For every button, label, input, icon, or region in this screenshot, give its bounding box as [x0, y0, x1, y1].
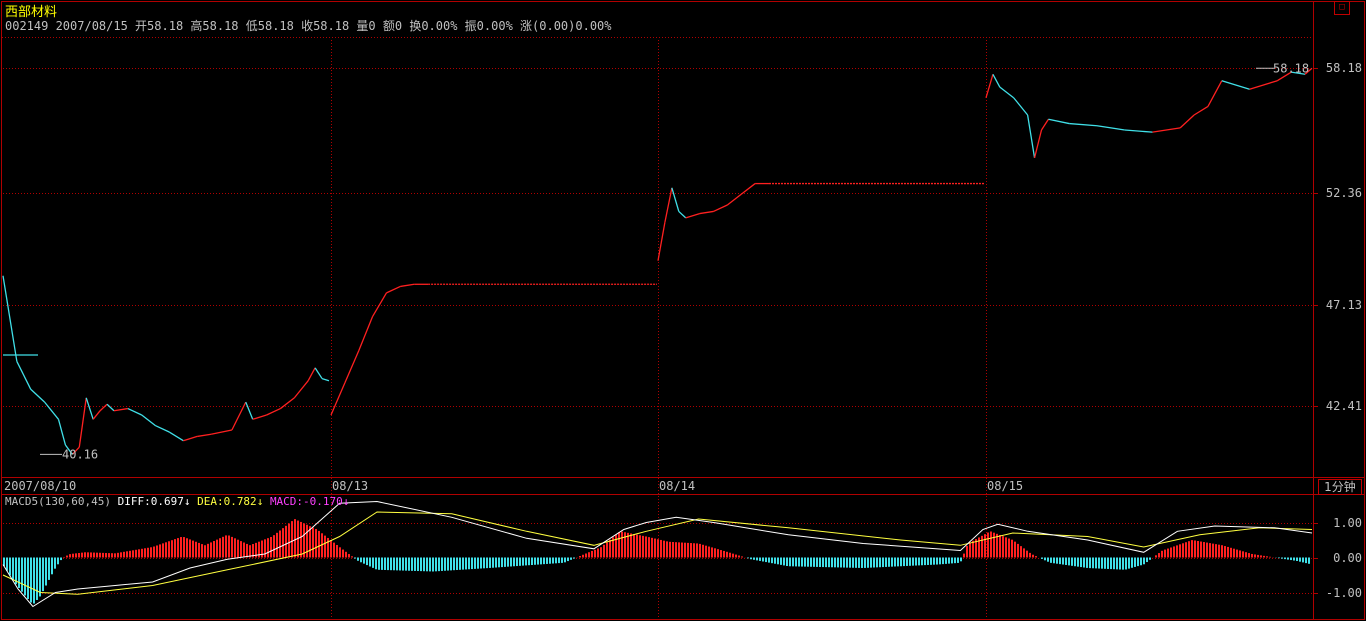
- price-segment: [308, 368, 315, 381]
- time-tick-label: 08/13: [332, 479, 368, 493]
- price-tick-label: 52.36: [1318, 186, 1362, 200]
- price-segment: [700, 211, 714, 213]
- price-segment: [359, 316, 373, 350]
- macd-tick-label: -1.00: [1318, 586, 1362, 600]
- price-segment: [741, 184, 755, 195]
- price-segment: [280, 398, 294, 409]
- macd-legend: MACD5(130,60,45) DIFF:0.697↓ DEA:0.782↓ …: [5, 495, 349, 508]
- quote-line: 002149 2007/08/15 开58.18 高58.18 低58.18 收…: [5, 17, 612, 34]
- price-segment: [679, 211, 686, 217]
- price-segment: [93, 411, 100, 420]
- last-price-label: 58.18: [1273, 61, 1309, 75]
- price-segment: [686, 214, 700, 218]
- price-segment: [114, 409, 128, 411]
- macd-value: MACD:-0.170: [270, 495, 343, 508]
- time-tick-label: 08/15: [987, 479, 1023, 493]
- price-segment: [665, 188, 672, 222]
- price-segment: [727, 194, 741, 205]
- price-segment: [672, 188, 679, 212]
- price-tick-label: 42.41: [1318, 399, 1362, 413]
- macd-arrow-icon: ↓: [343, 495, 350, 508]
- price-segment: [1041, 119, 1048, 130]
- price-segment: [156, 426, 170, 432]
- price-segment: [169, 432, 183, 441]
- price-segment: [1014, 98, 1028, 115]
- price-segment: [331, 383, 345, 415]
- diff-arrow-icon: ↓: [184, 495, 191, 508]
- price-segment: [17, 361, 31, 389]
- period-selector[interactable]: 1分钟: [1318, 479, 1362, 495]
- diff-value: DIFF:0.697: [118, 495, 184, 508]
- price-segment: [267, 409, 281, 415]
- price-segment: [345, 351, 359, 383]
- price-segment: [31, 389, 45, 402]
- price-segment: [315, 368, 322, 379]
- price-segment: [658, 222, 665, 261]
- price-segment: [322, 379, 329, 381]
- price-segment: [232, 402, 246, 430]
- price-segment: [128, 409, 142, 415]
- price-segment: [993, 74, 1000, 87]
- price-segment: [1208, 81, 1222, 107]
- price-segment: [107, 404, 114, 410]
- dea-value: DEA:0.782: [197, 495, 257, 508]
- price-segment: [197, 434, 211, 436]
- grid-lines: [3, 40, 1318, 617]
- low-price-label: 40.16: [62, 447, 98, 461]
- price-segment: [79, 398, 86, 447]
- macd-tick-label: 1.00: [1318, 516, 1362, 530]
- price-segment: [183, 436, 197, 440]
- price-segment: [1097, 126, 1125, 130]
- price-segment: [713, 205, 727, 211]
- price-segment: [1035, 130, 1042, 158]
- price-segment: [58, 419, 65, 445]
- time-tick-label: 2007/08/10: [4, 479, 76, 493]
- price-segment: [1048, 119, 1069, 123]
- restore-icon[interactable]: □: [1334, 1, 1350, 15]
- dea-arrow-icon: ↓: [257, 495, 264, 508]
- price-tick-label: 58.18: [1318, 61, 1362, 75]
- macd-tick-label: 0.00: [1318, 551, 1362, 565]
- price-segment: [1250, 81, 1278, 90]
- price-segment: [373, 293, 387, 317]
- macd-series: [3, 502, 1312, 607]
- price-segment: [142, 415, 156, 426]
- price-segment: [246, 402, 253, 419]
- price-segment: [1194, 106, 1208, 115]
- price-segment: [3, 276, 17, 362]
- price-segment: [1125, 130, 1153, 132]
- price-segment: [1152, 128, 1180, 132]
- price-segment: [986, 74, 993, 98]
- price-segment: [1028, 115, 1035, 158]
- price-segment: [100, 404, 107, 410]
- price-segment: [86, 398, 93, 419]
- price-segment: [386, 286, 400, 292]
- time-tick-label: 08/14: [659, 479, 695, 493]
- price-segment: [211, 430, 232, 434]
- price-segment: [400, 284, 414, 286]
- macd-legend-label: MACD5(130,60,45): [5, 495, 111, 508]
- price-segment: [1180, 115, 1194, 128]
- price-segment: [294, 381, 308, 398]
- price-series: 58.18 40.16: [3, 61, 1312, 461]
- price-tick-label: 47.13: [1318, 298, 1362, 312]
- price-segment: [253, 415, 267, 419]
- price-segment: [45, 402, 59, 419]
- price-segment: [1222, 81, 1250, 90]
- price-segment: [1000, 87, 1014, 98]
- price-segment: [1069, 124, 1097, 126]
